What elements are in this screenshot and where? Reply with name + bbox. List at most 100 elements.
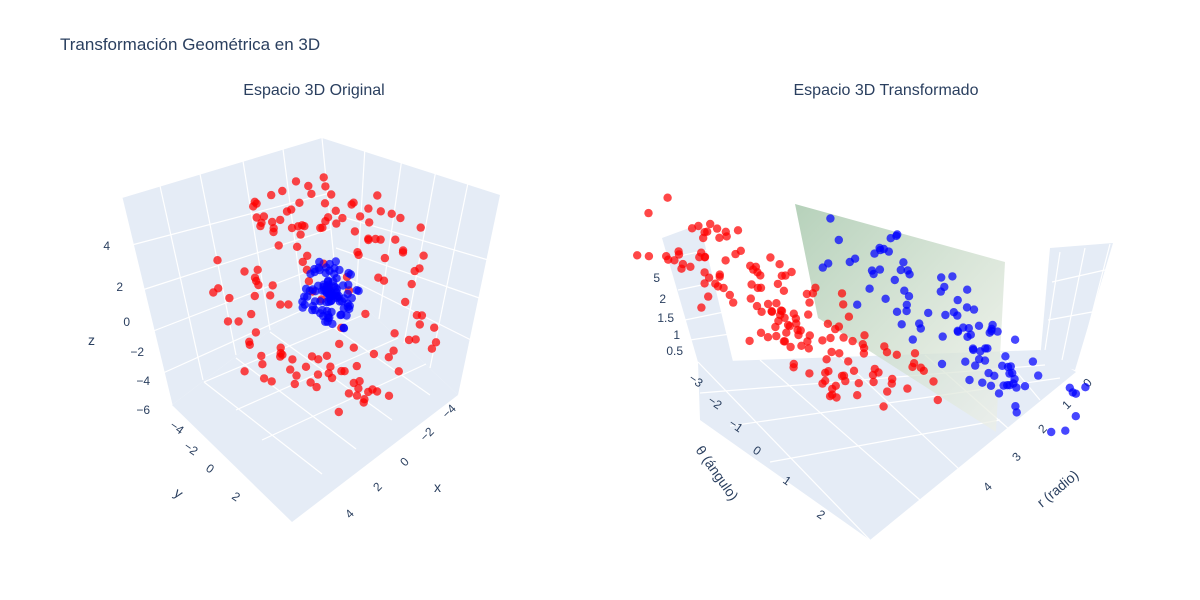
outer-point bbox=[874, 368, 883, 377]
outer-point bbox=[719, 283, 728, 293]
inner-point bbox=[323, 317, 332, 326]
inner-point bbox=[867, 266, 877, 275]
outer-point bbox=[706, 219, 715, 229]
outer-point bbox=[209, 288, 218, 297]
outer-point bbox=[401, 297, 410, 307]
inner-point bbox=[971, 361, 980, 370]
outer-point bbox=[805, 298, 814, 307]
outer-point bbox=[247, 309, 256, 319]
inner-point bbox=[987, 326, 996, 336]
inner-point bbox=[1047, 427, 1056, 437]
inner-point bbox=[865, 284, 874, 293]
inner-point bbox=[886, 234, 895, 243]
outer-point bbox=[290, 379, 299, 389]
scene-original[interactable]: Espacio 3D Original −6 −4 −2 0 2 4 z −4 … bbox=[88, 82, 500, 522]
outer-point bbox=[704, 292, 713, 301]
outer-point bbox=[419, 251, 428, 260]
outer-point bbox=[674, 250, 684, 259]
grid-line bbox=[759, 359, 921, 501]
inner-point bbox=[961, 357, 970, 366]
outer-point bbox=[352, 361, 361, 371]
outer-point bbox=[763, 333, 773, 342]
x-tick: 0 bbox=[397, 454, 412, 469]
outer-point bbox=[240, 367, 249, 376]
z-tick: 2 bbox=[116, 280, 123, 294]
outer-point bbox=[268, 217, 277, 227]
outer-point bbox=[859, 349, 869, 358]
inner-point bbox=[993, 327, 1002, 336]
outer-point bbox=[321, 217, 330, 226]
inner-point bbox=[938, 332, 947, 341]
outer-point bbox=[703, 227, 712, 236]
inner-point bbox=[902, 306, 911, 316]
outer-point bbox=[854, 379, 863, 388]
outer-point bbox=[321, 182, 330, 191]
outer-point bbox=[307, 352, 317, 361]
outer-point bbox=[772, 299, 781, 308]
scene-original-x-label: x bbox=[434, 479, 441, 495]
inner-point bbox=[1065, 383, 1075, 392]
inner-point bbox=[965, 375, 974, 385]
inner-point bbox=[974, 321, 984, 330]
outer-point bbox=[257, 351, 266, 361]
grid-line bbox=[159, 185, 204, 381]
inner-point bbox=[870, 249, 879, 258]
inner-point bbox=[324, 297, 333, 307]
outer-point bbox=[300, 222, 309, 231]
outer-point bbox=[295, 198, 304, 207]
z-tick: −6 bbox=[136, 403, 150, 417]
outer-point bbox=[250, 291, 259, 301]
outer-point bbox=[892, 350, 901, 359]
x-tick: 4 bbox=[980, 479, 995, 494]
scene-transformed[interactable]: Espacio 3D Transformado 0.5 1 1.5 2 5 −3… bbox=[633, 82, 1113, 541]
inner-point bbox=[826, 214, 835, 223]
figure-title: Transformación Geométrica en 3D bbox=[60, 35, 320, 54]
outer-point bbox=[355, 377, 364, 386]
outer-point bbox=[268, 281, 277, 290]
outer-point bbox=[322, 351, 332, 360]
scene-original-pane-back-left bbox=[122, 138, 336, 405]
inner-point bbox=[344, 268, 353, 278]
outer-point bbox=[697, 303, 706, 312]
inner-point bbox=[298, 303, 307, 312]
outer-point bbox=[292, 371, 301, 380]
outer-point bbox=[301, 362, 311, 371]
outer-point bbox=[757, 307, 766, 316]
outer-point bbox=[772, 331, 781, 341]
outer-point bbox=[269, 227, 278, 237]
inner-point bbox=[976, 347, 985, 356]
inner-point bbox=[903, 266, 912, 275]
outer-point bbox=[822, 355, 831, 364]
outer-point bbox=[687, 224, 697, 233]
outer-point bbox=[267, 377, 276, 386]
outer-point bbox=[883, 387, 892, 396]
scene-transformed-pane-right bbox=[1040, 243, 1113, 370]
z-tick: 4 bbox=[103, 239, 110, 253]
inner-point bbox=[1071, 389, 1081, 398]
outer-point bbox=[826, 333, 835, 343]
outer-point bbox=[746, 294, 755, 303]
outer-point bbox=[384, 391, 394, 400]
inner-point bbox=[875, 265, 885, 274]
outer-point bbox=[303, 251, 312, 260]
outer-point bbox=[725, 290, 734, 300]
scene-original-z-label: z bbox=[88, 332, 95, 348]
x-tick: 1 bbox=[1059, 397, 1074, 412]
grid-line bbox=[142, 261, 333, 336]
outer-point bbox=[251, 328, 261, 337]
outer-point bbox=[715, 272, 724, 281]
outer-point bbox=[825, 392, 835, 401]
outer-point bbox=[245, 337, 254, 346]
outer-point bbox=[258, 360, 267, 369]
inner-point bbox=[334, 291, 343, 301]
grid-line bbox=[378, 157, 403, 320]
outer-point bbox=[786, 342, 795, 352]
inner-point bbox=[339, 323, 348, 332]
outer-point bbox=[234, 317, 243, 326]
grid-line bbox=[235, 357, 357, 450]
outer-point bbox=[787, 267, 796, 277]
outer-point bbox=[327, 190, 336, 199]
outer-point bbox=[839, 333, 848, 342]
inner-point bbox=[311, 287, 320, 296]
outer-point bbox=[747, 280, 756, 289]
